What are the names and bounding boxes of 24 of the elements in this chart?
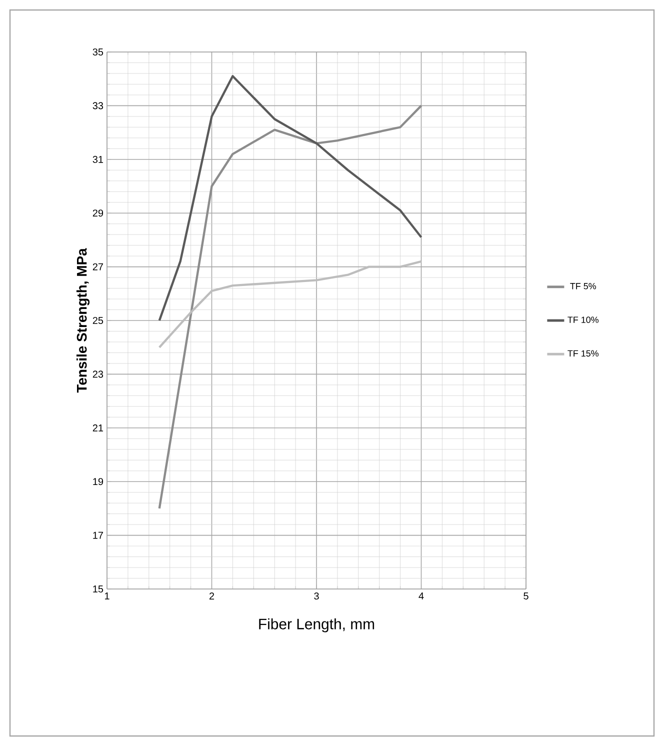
- x-axis-title: Fiber Length, mm: [259, 618, 374, 632]
- y-tick-label: 33: [92, 102, 104, 110]
- x-tick-label: 3: [314, 592, 319, 600]
- line-series: [158, 75, 422, 322]
- y-tick-label: 19: [93, 478, 104, 486]
- y-axis-title: Tensile Strength, MPa: [76, 248, 90, 393]
- x-tick-label: 2: [209, 592, 214, 600]
- y-tick-label: 15: [93, 586, 104, 592]
- legend-label: TF 15%: [568, 350, 598, 357]
- y-tick-label: 35: [92, 48, 104, 56]
- y-tick-label: 23: [92, 370, 104, 378]
- x-tick-label: 1: [104, 592, 110, 600]
- y-tick-label: 21: [92, 424, 103, 432]
- y-tick-label: 25: [92, 316, 104, 324]
- y-tick-label: 29: [92, 210, 104, 217]
- y-tick-label: 31: [92, 156, 103, 163]
- line-series: [158, 260, 422, 348]
- x-tick-label: 5: [524, 592, 528, 600]
- legend-label: TF 5%: [570, 283, 596, 290]
- line-series: [158, 104, 422, 510]
- legend-label: TF 10%: [568, 316, 598, 323]
- y-tick-label: 27: [92, 263, 103, 270]
- x-tick-label: 4: [418, 592, 424, 600]
- y-tick-label: 17: [93, 532, 103, 539]
